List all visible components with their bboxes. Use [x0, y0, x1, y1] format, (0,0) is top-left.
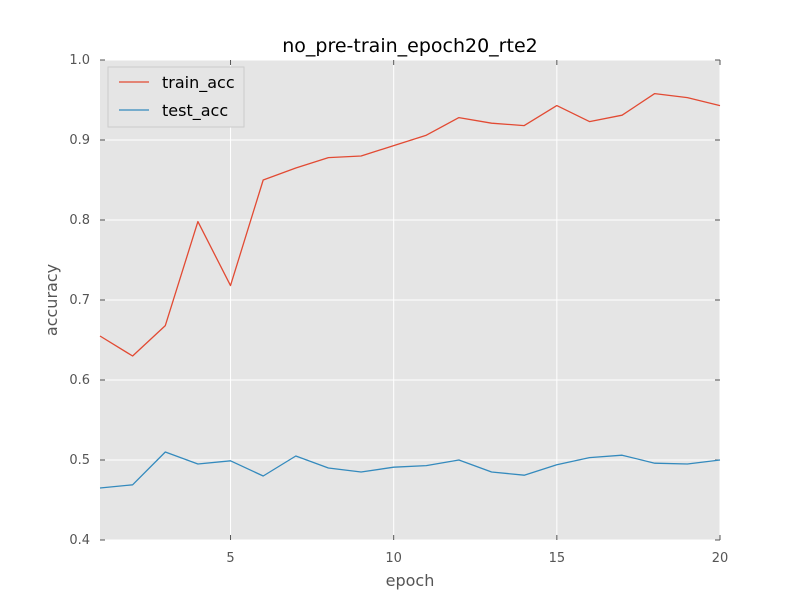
data-point-train-acc [687, 97, 688, 98]
data-point-test-acc [393, 467, 394, 468]
data-point-train-acc [426, 135, 427, 136]
y-tick-label: 0.7 [69, 293, 90, 308]
data-point-test-acc [687, 463, 688, 464]
x-tick-label: 20 [712, 551, 729, 566]
data-point-train-acc [99, 335, 100, 336]
data-point-train-acc [622, 115, 623, 116]
data-point-train-acc [328, 157, 329, 158]
data-point-test-acc [426, 465, 427, 466]
data-point-train-acc [295, 167, 296, 168]
data-point-test-acc [328, 467, 329, 468]
legend-label-test-acc: test_acc [162, 101, 228, 121]
data-point-test-acc [491, 471, 492, 472]
data-point-test-acc [360, 471, 361, 472]
axis-ticks: 5 10 15 20 0.4 0.5 0.6 0.7 0.8 0.9 1.0 [69, 53, 728, 566]
data-point-train-acc [263, 179, 264, 180]
data-point-train-acc [230, 285, 231, 286]
y-tick-label: 0.9 [69, 133, 90, 148]
data-point-train-acc [197, 221, 198, 222]
data-point-test-acc [263, 475, 264, 476]
data-point-train-acc [360, 155, 361, 156]
data-point-train-acc [589, 121, 590, 122]
series-line-test-acc [99, 451, 721, 489]
data-point-test-acc [230, 460, 231, 461]
data-point-test-acc [524, 475, 525, 476]
x-tick-label: 10 [385, 551, 402, 566]
data-point-train-acc [491, 123, 492, 124]
x-tick-label: 15 [549, 551, 566, 566]
data-point-test-acc [295, 455, 296, 456]
legend-box [107, 66, 245, 128]
y-tick-label: 0.4 [69, 533, 90, 548]
y-tick-label: 0.5 [69, 453, 90, 468]
data-point-train-acc [458, 117, 459, 118]
data-point-test-acc [654, 463, 655, 464]
x-tick-label: 5 [226, 551, 234, 566]
data-point-train-acc [165, 325, 166, 326]
series-layer [99, 92, 721, 489]
data-point-test-acc [458, 459, 459, 460]
data-point-test-acc [197, 463, 198, 464]
data-point-test-acc [589, 457, 590, 458]
y-axis-label: accuracy [42, 264, 61, 336]
y-tick-label: 0.8 [69, 213, 90, 228]
data-point-train-acc [132, 355, 133, 356]
data-point-test-acc [719, 459, 720, 460]
chart-title: no_pre-train_epoch20_rte2 [282, 35, 537, 57]
data-point-test-acc [556, 464, 557, 465]
data-point-train-acc [719, 105, 720, 106]
series-line-train-acc [99, 92, 721, 357]
x-axis-label: epoch [386, 571, 435, 590]
data-point-train-acc [393, 145, 394, 146]
data-point-train-acc [654, 93, 655, 94]
data-point-test-acc [132, 484, 133, 485]
legend-label-train-acc: train_acc [162, 73, 235, 93]
data-point-train-acc [524, 125, 525, 126]
y-tick-label: 1.0 [69, 53, 90, 68]
data-point-train-acc [556, 105, 557, 106]
data-point-test-acc [99, 487, 100, 488]
data-point-test-acc [622, 455, 623, 456]
legend: train_acc test_acc [107, 66, 245, 128]
y-tick-label: 0.6 [69, 373, 90, 388]
data-point-test-acc [165, 451, 166, 452]
